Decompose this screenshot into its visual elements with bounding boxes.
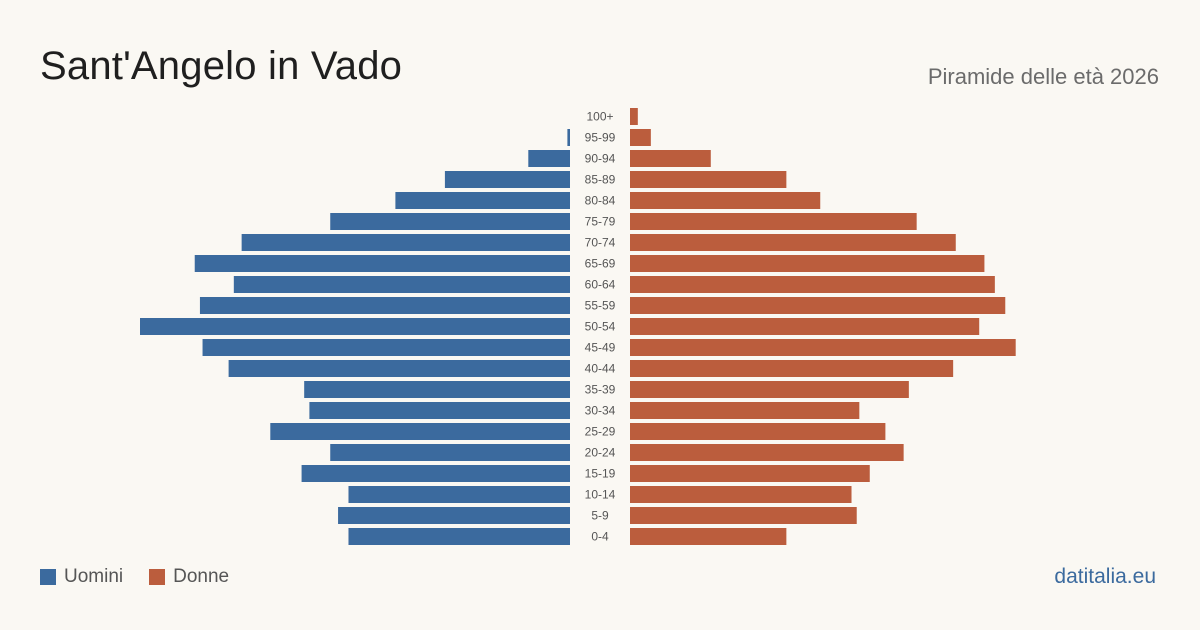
bar-men-0-4: [348, 528, 570, 545]
bar-men-60-64: [233, 276, 570, 293]
bar-men-70-74: [241, 234, 571, 251]
bar-women-20-24: [630, 444, 904, 461]
legend-swatch-men: [40, 569, 56, 585]
legend-label-men: Uomini: [64, 566, 124, 587]
bar-men-55-59: [199, 297, 570, 314]
bar-men-15-19: [301, 465, 570, 482]
age-label-30-34: 30-34: [585, 404, 616, 418]
age-label-0-4: 0-4: [591, 530, 609, 544]
age-label-65-69: 65-69: [585, 257, 616, 271]
age-label-20-24: 20-24: [585, 446, 616, 460]
bar-men-30-34: [309, 402, 570, 419]
age-label-95-99: 95-99: [585, 131, 616, 145]
chart-subtitle: Piramide delle età 2026: [927, 64, 1159, 89]
bar-women-40-44: [630, 360, 954, 377]
legend-item-women: Donne: [149, 566, 229, 588]
bar-women-15-19: [630, 465, 870, 482]
bar-women-10-14: [630, 486, 852, 503]
bar-men-5-9: [338, 507, 570, 524]
bar-women-35-39: [630, 381, 909, 398]
age-label-40-44: 40-44: [585, 362, 616, 376]
bar-women-90-94: [630, 150, 711, 167]
source-link[interactable]: datitalia.eu: [1054, 565, 1156, 588]
age-label-25-29: 25-29: [585, 425, 616, 439]
bar-women-80-84: [630, 192, 821, 209]
bar-men-35-39: [304, 381, 570, 398]
bar-women-55-59: [630, 297, 1006, 314]
bar-women-70-74: [630, 234, 956, 251]
legend-label-women: Donne: [173, 566, 230, 587]
legend-swatch-women: [149, 569, 166, 585]
bar-men-75-79: [330, 213, 570, 230]
bar-men-40-44: [228, 360, 570, 377]
age-label-80-84: 80-84: [585, 194, 616, 208]
bar-women-5-9: [630, 507, 857, 524]
age-label-70-74: 70-74: [585, 236, 616, 250]
legend: Uomini Donne: [40, 566, 255, 588]
age-label-35-39: 35-39: [585, 383, 616, 397]
bar-men-85-89: [444, 171, 570, 188]
age-label-45-49: 45-49: [585, 341, 616, 355]
bar-men-10-14: [348, 486, 570, 503]
bar-women-45-49: [630, 339, 1016, 356]
age-label-10-14: 10-14: [585, 488, 616, 502]
bar-women-0-4: [630, 528, 787, 545]
bar-men-65-69: [194, 255, 570, 272]
bar-women-95-99: [630, 129, 651, 146]
age-label-85-89: 85-89: [585, 173, 616, 187]
bar-women-60-64: [630, 276, 995, 293]
age-label-5-9: 5-9: [591, 509, 609, 523]
age-label-100plus: 100+: [586, 110, 613, 124]
bar-men-45-49: [202, 339, 570, 356]
bar-women-30-34: [630, 402, 860, 419]
bar-women-25-29: [630, 423, 886, 440]
bar-men-25-29: [270, 423, 570, 440]
bar-men-90-94: [528, 150, 570, 167]
age-label-60-64: 60-64: [585, 278, 616, 292]
bar-women-50-54: [630, 318, 980, 335]
bar-women-85-89: [630, 171, 787, 188]
bar-men-50-54: [140, 318, 570, 335]
bar-men-80-84: [395, 192, 570, 209]
age-label-50-54: 50-54: [585, 320, 616, 334]
bar-women-65-69: [630, 255, 985, 272]
bar-women-100plus: [630, 108, 638, 125]
age-label-55-59: 55-59: [585, 299, 616, 313]
bar-men-95-99: [567, 129, 570, 146]
bar-men-20-24: [330, 444, 570, 461]
age-label-90-94: 90-94: [585, 152, 616, 166]
bar-women-75-79: [630, 213, 917, 230]
chart-title: Sant'Angelo in Vado: [40, 44, 403, 88]
legend-item-men: Uomini: [40, 566, 123, 588]
age-label-75-79: 75-79: [585, 215, 616, 229]
age-label-15-19: 15-19: [585, 467, 616, 481]
